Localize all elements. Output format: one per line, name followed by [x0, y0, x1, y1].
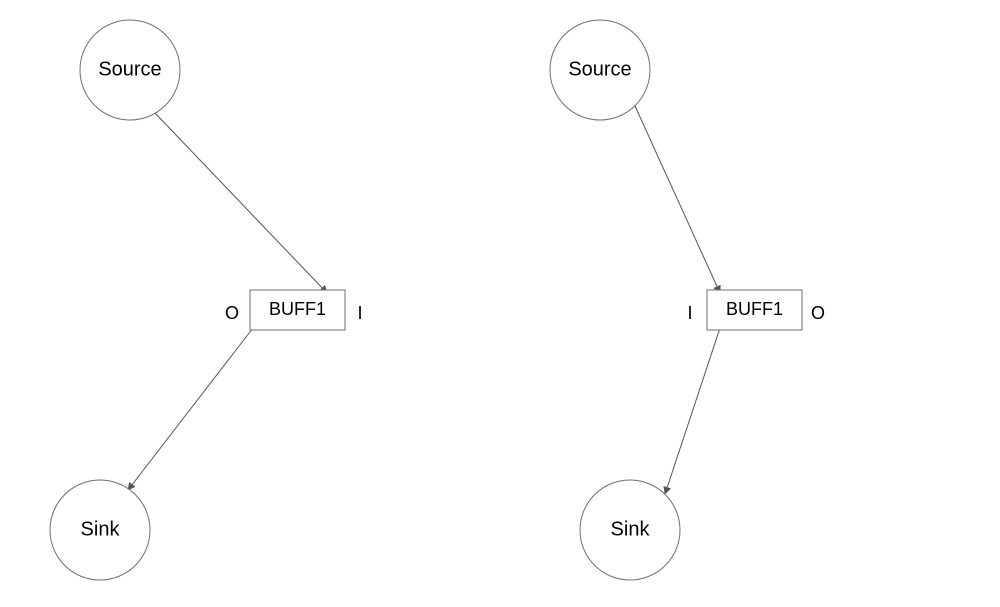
- source-label: Source: [568, 58, 631, 80]
- diagram-right: Source Sink BUFF1 I O: [550, 20, 825, 580]
- edge-buff-to-sink: [665, 328, 720, 494]
- sink-label: Sink: [611, 518, 651, 540]
- buff-right-port-label: O: [811, 303, 825, 323]
- buff-left-port-label: O: [225, 303, 239, 323]
- buff-right-port-label: I: [357, 303, 362, 323]
- edge-buff-to-sink: [128, 328, 253, 490]
- edge-source-to-buff: [635, 106, 720, 293]
- edge-source-to-buff: [155, 113, 327, 293]
- buff-left-port-label: I: [687, 303, 692, 323]
- buff-label: BUFF1: [269, 299, 326, 319]
- source-label: Source: [98, 58, 161, 80]
- sink-label: Sink: [81, 518, 121, 540]
- diagram-left: Source Sink BUFF1 O I: [50, 20, 363, 580]
- buff-label: BUFF1: [726, 299, 783, 319]
